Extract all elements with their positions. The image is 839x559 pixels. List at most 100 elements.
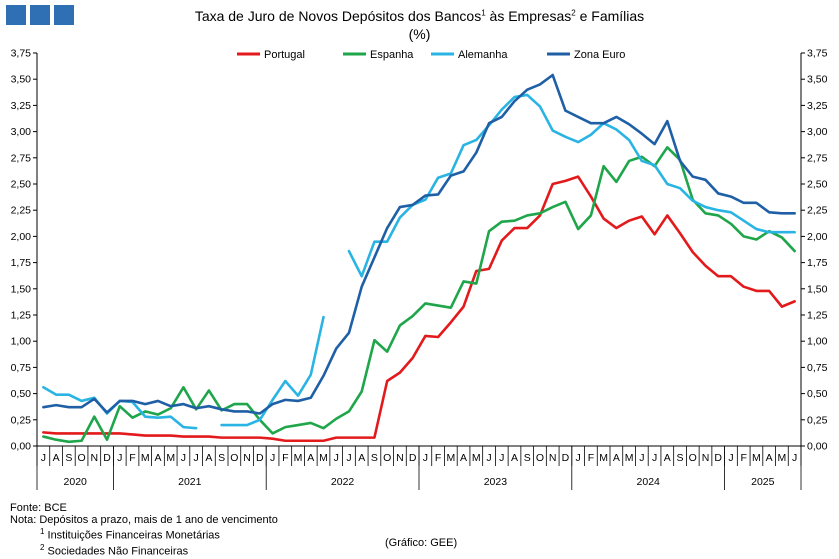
month-label: J <box>652 452 657 464</box>
month-label: D <box>103 452 111 464</box>
footnote-1: 1 Instituições Financeiras Monetárias <box>10 526 278 542</box>
month-label: N <box>243 452 251 464</box>
y-tick-label-right: 0,50 <box>807 388 828 400</box>
y-tick-label-left: 0,50 <box>11 388 32 400</box>
footnotes: Fonte: BCE Nota: Depósitos a prazo, mais… <box>10 502 278 557</box>
month-label: D <box>256 452 264 464</box>
month-label: A <box>613 452 620 464</box>
month-label: O <box>230 452 238 464</box>
logo-square-2 <box>30 5 50 25</box>
month-label: M <box>599 452 608 464</box>
month-label: J <box>728 452 733 464</box>
footnote-1-mark: 1 <box>40 527 45 536</box>
y-tick-label-left: 2,25 <box>11 205 32 217</box>
month-label: D <box>409 452 417 464</box>
y-tick-label-right: 0,00 <box>807 441 828 453</box>
month-label: J <box>486 452 491 464</box>
y-tick-label-left: 3,00 <box>11 126 32 138</box>
y-tick-label-left: 0,25 <box>11 414 32 426</box>
year-label: 2021 <box>178 476 202 488</box>
methodology-note: Nota: Depósitos a prazo, mais de 1 ano d… <box>10 514 278 526</box>
month-label: J <box>181 452 186 464</box>
month-label: J <box>194 452 199 464</box>
y-tick-label-right: 1,25 <box>807 310 828 322</box>
month-label: F <box>740 452 746 464</box>
month-label: J <box>576 452 581 464</box>
month-label: F <box>129 452 135 464</box>
month-label: M <box>778 452 787 464</box>
month-label: D <box>714 452 722 464</box>
month-label: S <box>677 452 684 464</box>
month-label: M <box>625 452 634 464</box>
year-label: 2025 <box>751 476 775 488</box>
y-tick-label-right: 0,75 <box>807 362 828 374</box>
y-tick-label-right: 1,50 <box>807 283 828 295</box>
month-label: O <box>536 452 544 464</box>
month-label: M <box>446 452 455 464</box>
title-text-2: às Empresas <box>485 8 572 24</box>
month-label: J <box>423 452 428 464</box>
month-label: J <box>346 452 351 464</box>
month-label: A <box>766 452 773 464</box>
month-label: O <box>77 452 85 464</box>
month-label: N <box>702 452 710 464</box>
title-footnote-1: 1 <box>481 8 486 18</box>
footnote-1-text: Instituições Financeiras Monetárias <box>44 529 220 542</box>
logo-square-1 <box>6 5 26 25</box>
series-line-alemanha <box>42 93 796 430</box>
month-label: J <box>117 452 122 464</box>
month-label: M <box>319 452 328 464</box>
month-label: N <box>396 452 404 464</box>
y-tick-label-right: 3,25 <box>807 100 828 112</box>
y-tick-label-right: 3,75 <box>807 48 828 60</box>
y-tick-label-left: 1,50 <box>11 283 32 295</box>
y-tick-label-right: 2,25 <box>807 205 828 217</box>
month-label: S <box>524 452 531 464</box>
y-tick-label-right: 1,00 <box>807 336 828 348</box>
y-tick-label-right: 2,75 <box>807 152 828 164</box>
year-label: 2024 <box>637 476 661 488</box>
y-tick-label-left: 3,50 <box>11 74 32 86</box>
month-label: M <box>752 452 761 464</box>
year-label: 2022 <box>331 476 355 488</box>
title-footnote-2: 2 <box>571 8 576 18</box>
y-tick-label-right: 0,25 <box>807 414 828 426</box>
y-tick-label-left: 1,75 <box>11 257 32 269</box>
footnote-2: 2 Sociedades Não Financeiras <box>10 542 278 558</box>
month-label: A <box>511 452 518 464</box>
y-tick-label-left: 0,75 <box>11 362 32 374</box>
y-tick-label-left: 1,25 <box>11 310 32 322</box>
month-label: A <box>358 452 365 464</box>
month-label: J <box>334 452 339 464</box>
y-tick-label-left: 0,00 <box>11 441 32 453</box>
series-line-portugal <box>42 175 796 443</box>
month-label: J <box>270 452 275 464</box>
title-text-1: Taxa de Juro de Novos Depósitos dos Banc… <box>194 8 482 24</box>
legend-label: Portugal <box>264 49 305 61</box>
source-note: Fonte: BCE <box>10 502 67 514</box>
year-label: 2020 <box>64 476 88 488</box>
month-label: O <box>689 452 697 464</box>
y-tick-label-right: 2,50 <box>807 179 828 191</box>
series-line-espanha <box>42 146 796 444</box>
month-label: F <box>435 452 441 464</box>
y-tick-label-left: 2,50 <box>11 179 32 191</box>
chart-title: Taxa de Juro de Novos Depósitos dos Banc… <box>0 8 839 24</box>
month-label: J <box>41 452 46 464</box>
month-label: O <box>383 452 391 464</box>
month-label: A <box>307 452 314 464</box>
month-label: M <box>141 452 150 464</box>
legend-label: Zona Euro <box>574 49 625 61</box>
month-label: S <box>65 452 72 464</box>
month-label: F <box>282 452 288 464</box>
y-tick-label-right: 2,00 <box>807 231 828 243</box>
month-label: M <box>472 452 481 464</box>
y-tick-label-left: 1,00 <box>11 336 32 348</box>
chart-unit: (%) <box>408 26 431 42</box>
series-line-zona-euro <box>42 73 796 415</box>
month-label: S <box>218 452 225 464</box>
legend-label: Alemanha <box>458 49 508 61</box>
month-label: F <box>588 452 594 464</box>
month-label: N <box>91 452 99 464</box>
